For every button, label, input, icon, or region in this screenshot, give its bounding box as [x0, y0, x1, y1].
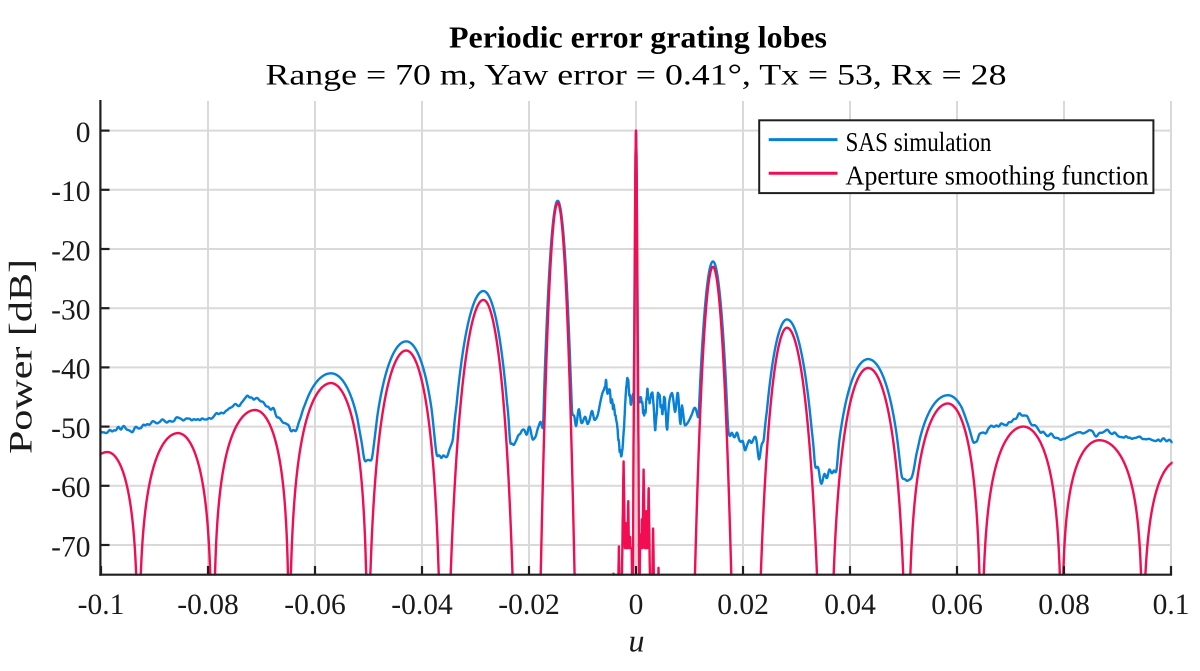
svg-text:-0.04: -0.04 [391, 589, 453, 621]
svg-text:-30: -30 [51, 295, 90, 327]
svg-text:-0.06: -0.06 [284, 589, 345, 621]
svg-text:Range = 70 m, Yaw error = 0.41: Range = 70 m, Yaw error = 0.41°, Tx = 53… [266, 59, 1007, 92]
svg-text:-10: -10 [51, 176, 90, 208]
svg-text:SAS simulation: SAS simulation [846, 126, 992, 157]
svg-text:0.02: 0.02 [717, 589, 769, 621]
svg-text:-50: -50 [51, 413, 90, 445]
svg-text:-0.08: -0.08 [177, 589, 238, 621]
svg-text:0.1: 0.1 [1153, 589, 1190, 621]
svg-text:-60: -60 [51, 472, 90, 504]
svg-text:-40: -40 [51, 354, 90, 386]
svg-text:Power [dB]: Power [dB] [4, 259, 40, 454]
svg-text:0: 0 [629, 589, 644, 621]
svg-text:u: u [629, 623, 645, 659]
svg-text:0.06: 0.06 [931, 589, 983, 621]
svg-text:Aperture smoothing function: Aperture smoothing function [846, 160, 1149, 191]
svg-text:0: 0 [76, 117, 91, 149]
svg-text:-20: -20 [51, 235, 90, 267]
svg-text:Periodic error grating lobes: Periodic error grating lobes [449, 20, 827, 55]
svg-text:-70: -70 [51, 531, 90, 563]
svg-text:0.04: 0.04 [824, 589, 876, 621]
svg-text:0.08: 0.08 [1038, 589, 1090, 621]
svg-text:-0.1: -0.1 [78, 589, 125, 621]
svg-text:-0.02: -0.02 [498, 589, 559, 621]
